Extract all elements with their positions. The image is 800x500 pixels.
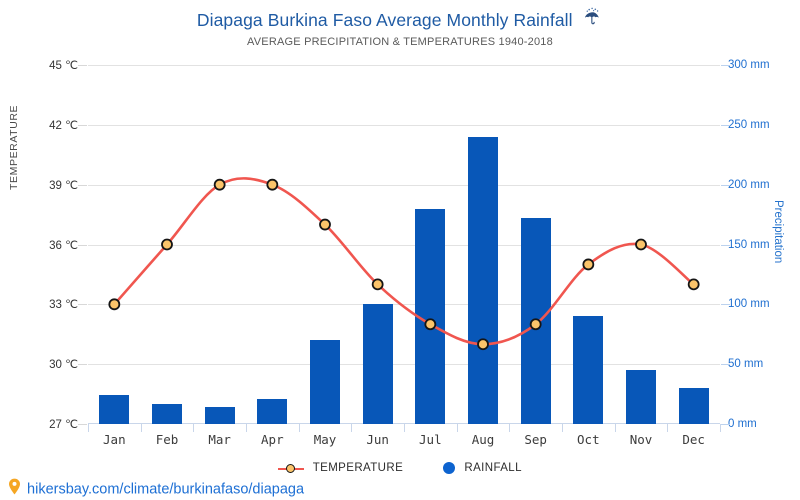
map-pin-icon: [8, 478, 21, 499]
x-axis-tick-mark: [193, 424, 195, 432]
x-axis-tick-mark: [456, 424, 458, 432]
gridline: [88, 65, 720, 66]
x-axis-tick-mark: [667, 424, 669, 432]
source-url: hikersbay.com/climate/burkinafaso/diapag…: [27, 481, 305, 498]
x-axis-label-sep: Sep: [524, 432, 547, 447]
y-axis-tick-mark-right: [721, 424, 730, 425]
x-axis-label-dec: Dec: [682, 432, 705, 447]
x-axis-label-nov: Nov: [629, 432, 653, 447]
page-title: Diapaga Burkina Faso Average Monthly Rai…: [196, 10, 573, 30]
chart-title-container: Diapaga Burkina Faso Average Monthly Rai…: [0, 7, 800, 33]
x-axis-label-jun: Jun: [366, 432, 389, 447]
x-axis-tick-mark: [614, 424, 616, 432]
y-axis-tick-label-left: 36 ℃: [49, 239, 78, 252]
y-axis-tick-label-left: 27 ℃: [49, 419, 78, 431]
axis-baseline: [88, 423, 720, 424]
chart-legend: TEMPERATURE RAINFALL: [0, 462, 800, 474]
legend-label-temperature: TEMPERATURE: [312, 462, 404, 474]
y-axis-tick-mark-right: [721, 124, 730, 126]
x-axis-label-oct: Oct: [577, 432, 600, 447]
x-axis-tick-mark: [246, 424, 247, 432]
chart-subtitle: AVERAGE PRECIPITATION & TEMPERATURES 194…: [247, 36, 553, 48]
y-axis-tick-mark-left: [78, 124, 87, 126]
y-axis-tick-mark-left: [78, 244, 87, 246]
y-axis-tick-mark-right: [721, 364, 730, 366]
rainfall-bar[interactable]: [99, 395, 130, 424]
y-axis-tick-label-left: 30 ℃: [49, 359, 78, 372]
rainfall-bar[interactable]: [520, 218, 551, 424]
source-link[interactable]: hikersbay.com/climate/burkinafaso/diapag…: [8, 478, 305, 500]
legend-item-temperature[interactable]: TEMPERATURE: [278, 462, 403, 474]
x-axis-tick-mark: [88, 424, 89, 432]
x-axis-label-jul: Jul: [419, 432, 442, 447]
x-axis-tick-mark: [351, 424, 353, 432]
legend-label-rainfall: RAINFALL: [464, 462, 522, 474]
y-axis-tick-label-right: 50 mm: [728, 358, 764, 371]
y-axis-tick-mark-left: [78, 65, 87, 66]
rainfall-bar[interactable]: [362, 304, 393, 424]
y-axis-tick-mark-right: [721, 65, 730, 66]
x-axis-label-apr: Apr: [261, 432, 284, 447]
y-axis-tick-mark-right: [721, 304, 730, 306]
y-axis-tick-label-left: 42 ℃: [49, 119, 78, 132]
y-axis-tick-label-right: 100 mm: [728, 298, 770, 311]
x-axis-label-jan: Jan: [103, 432, 126, 447]
x-axis-tick-mark: [720, 424, 721, 432]
x-axis-tick-mark: [298, 424, 300, 432]
right-axis-title: Precipitation: [772, 200, 784, 264]
temperature-marker-icon: [278, 463, 305, 474]
rainfall-bars-layer: [88, 65, 720, 424]
y-axis-tick-label-right: 0 mm: [728, 418, 757, 430]
y-axis-tick-label-right: 150 mm: [728, 238, 770, 251]
y-axis-tick-label-left: 45 ℃: [49, 60, 78, 72]
x-axis-label-mar: Mar: [208, 432, 231, 447]
x-axis-tick-mark: [509, 424, 511, 432]
x-axis-label-aug: Aug: [471, 432, 495, 447]
y-axis-tick-mark-left: [78, 424, 87, 425]
rainfall-bar[interactable]: [204, 407, 235, 424]
rainfall-bar[interactable]: [626, 370, 656, 424]
rainfall-bar[interactable]: [468, 136, 498, 424]
y-axis-tick-mark-right: [721, 184, 730, 186]
y-axis-tick-label-left: 33 ℃: [49, 299, 78, 312]
y-axis-tick-label-left: 39 ℃: [49, 179, 78, 192]
rainfall-bar[interactable]: [152, 403, 182, 424]
y-axis-tick-mark-right: [721, 244, 730, 246]
rainfall-bar[interactable]: [415, 208, 446, 424]
x-axis-tick-mark: [140, 424, 142, 432]
rainfall-bar[interactable]: [310, 340, 340, 424]
y-axis-tick-label-right: 300 mm: [728, 59, 770, 71]
y-axis-tick-mark-left: [78, 184, 87, 186]
gridline: [88, 364, 720, 366]
x-axis-tick-mark: [562, 424, 563, 432]
rainfall-bar[interactable]: [678, 388, 709, 424]
y-axis-tick-label-right: 250 mm: [728, 118, 770, 131]
umbrella-rain-icon: [583, 7, 603, 32]
rainfall-marker-icon: [442, 462, 455, 474]
legend-item-rainfall[interactable]: RAINFALL: [442, 462, 522, 474]
rainfall-bar[interactable]: [257, 398, 288, 424]
gridline: [88, 124, 720, 126]
y-axis-tick-mark-left: [78, 304, 87, 306]
x-axis-tick-mark: [404, 424, 405, 432]
x-axis-label-feb: Feb: [155, 432, 179, 447]
y-axis-tick-label-right: 200 mm: [728, 178, 770, 191]
y-axis-tick-mark-left: [78, 364, 87, 366]
x-axis-label-may: May: [313, 432, 337, 447]
rainfall-bar[interactable]: [573, 316, 604, 424]
